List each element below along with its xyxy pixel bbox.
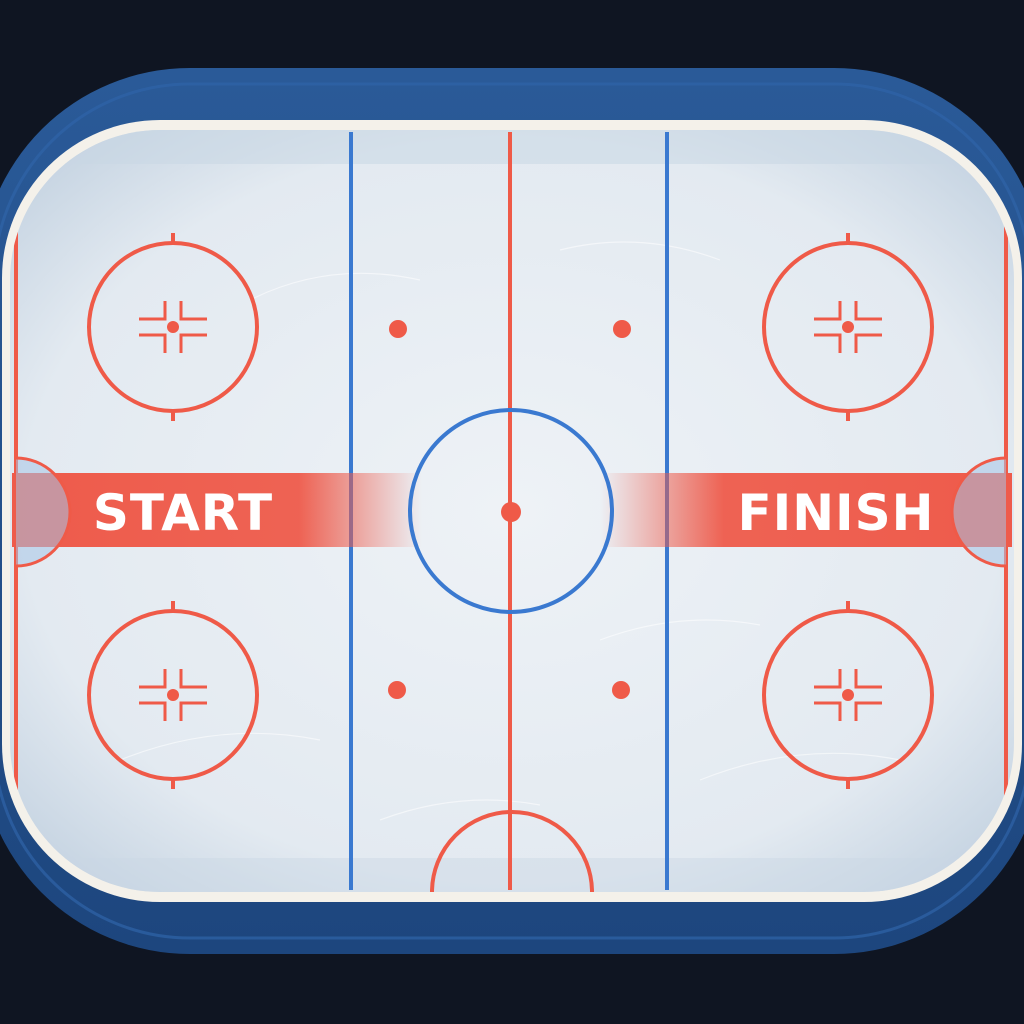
faceoff-circle-icon <box>762 601 934 789</box>
faceoff-dot <box>167 321 179 333</box>
faceoff-dot <box>167 689 179 701</box>
faceoff-circle-icon <box>762 233 934 421</box>
neutral-dot-bottom-right <box>612 681 630 699</box>
faceoff-circle-icon <box>87 233 259 421</box>
goal-crease-right <box>950 456 1007 568</box>
finish-band <box>600 473 1012 547</box>
center-faceoff-dot <box>501 502 521 522</box>
referee-crease <box>430 810 594 892</box>
neutral-dot-bottom-left <box>388 681 406 699</box>
center-circle-icon <box>408 408 614 614</box>
neutral-dot-top-left <box>389 320 407 338</box>
rink-boards-highlight <box>0 82 1024 940</box>
faceoff-circle-icon <box>87 601 259 789</box>
faceoff-dot <box>842 321 854 333</box>
start-band <box>12 473 422 547</box>
ice-scratches <box>119 241 901 821</box>
faceoff-dot <box>842 689 854 701</box>
goal-crease-left <box>15 456 72 568</box>
neutral-dot-top-right <box>613 320 631 338</box>
start-label: START <box>93 484 273 542</box>
finish-label: FINISH <box>737 484 934 542</box>
